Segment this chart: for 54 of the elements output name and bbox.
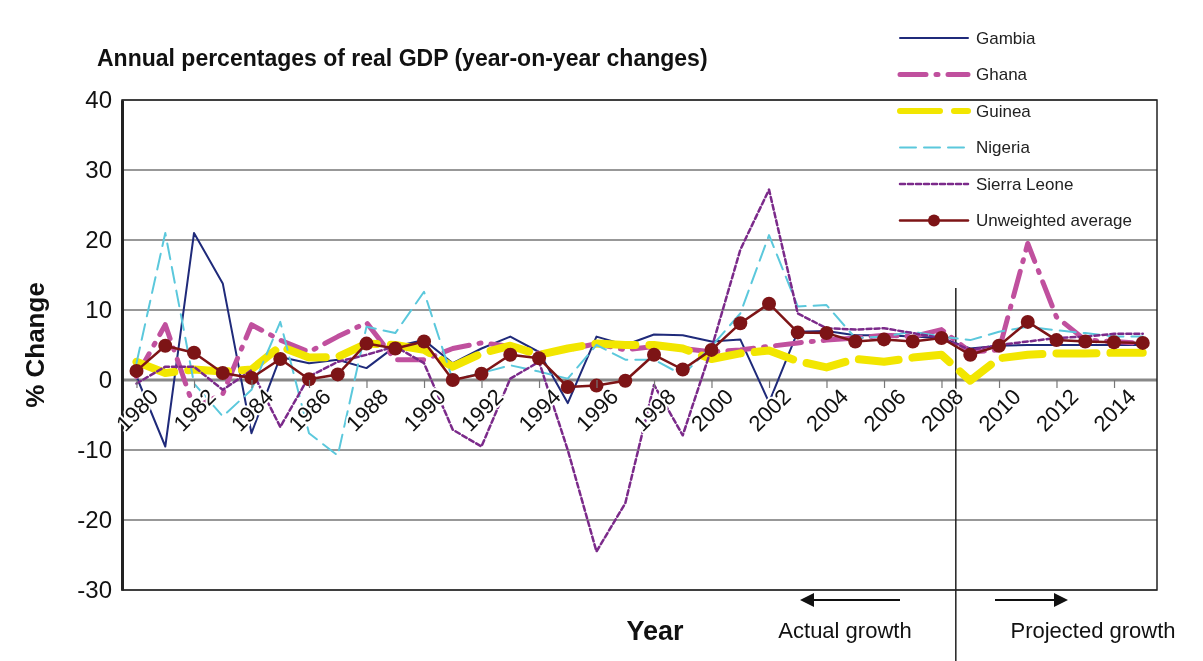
point: [704, 342, 719, 357]
y-tick-label: 20: [85, 226, 112, 254]
point: [1049, 333, 1064, 348]
y-tick-label: 10: [85, 296, 112, 324]
point: [905, 334, 920, 349]
point: [934, 331, 949, 345]
point: [790, 325, 805, 340]
point: [1135, 335, 1150, 350]
point: [273, 352, 288, 366]
y-tick-label: -20: [77, 506, 112, 534]
point: [819, 326, 834, 341]
point: [532, 351, 547, 366]
chart-title: Annual percentages of real GDP (year-on-year changes): [97, 45, 708, 71]
point: [848, 334, 863, 349]
legend-label: Nigeria: [976, 138, 1031, 158]
point: [417, 334, 432, 349]
text: Actual growth: [778, 618, 912, 643]
point: [302, 372, 317, 387]
point: [1078, 334, 1093, 349]
point: [445, 373, 460, 387]
point: [503, 347, 518, 362]
point: [560, 380, 575, 394]
point: [129, 363, 144, 378]
point: [1107, 335, 1122, 350]
y-tick-label: 40: [85, 86, 112, 114]
point: [359, 336, 374, 351]
x-axis-title: Year: [626, 616, 685, 646]
point: [675, 362, 690, 377]
point: [963, 347, 978, 362]
point: [618, 373, 633, 388]
y-tick-label: -30: [77, 576, 112, 604]
point: [992, 338, 1007, 353]
point: [1020, 314, 1035, 329]
legend-label: Unweighted average: [976, 211, 1132, 231]
point: [244, 370, 259, 385]
point: [762, 296, 777, 311]
point: [877, 332, 892, 347]
legend-label: Ghana: [976, 65, 1028, 85]
legend-label: Guinea: [976, 101, 1032, 121]
point: [733, 316, 748, 331]
legend-label: Sierra Leone: [976, 174, 1074, 194]
y-tick-label: 30: [85, 156, 112, 184]
point: [215, 366, 230, 380]
point: [474, 366, 489, 381]
point: [330, 367, 345, 382]
y-tick-label: -10: [77, 436, 112, 464]
y-axis-title: % Change: [20, 282, 50, 408]
legend-label: Gambia: [976, 28, 1037, 48]
point: [647, 347, 662, 362]
point: [388, 341, 403, 356]
y-tick-label: 0: [98, 366, 112, 394]
point: [187, 345, 202, 360]
text: Projected growth: [1010, 618, 1176, 643]
point: [158, 338, 173, 353]
